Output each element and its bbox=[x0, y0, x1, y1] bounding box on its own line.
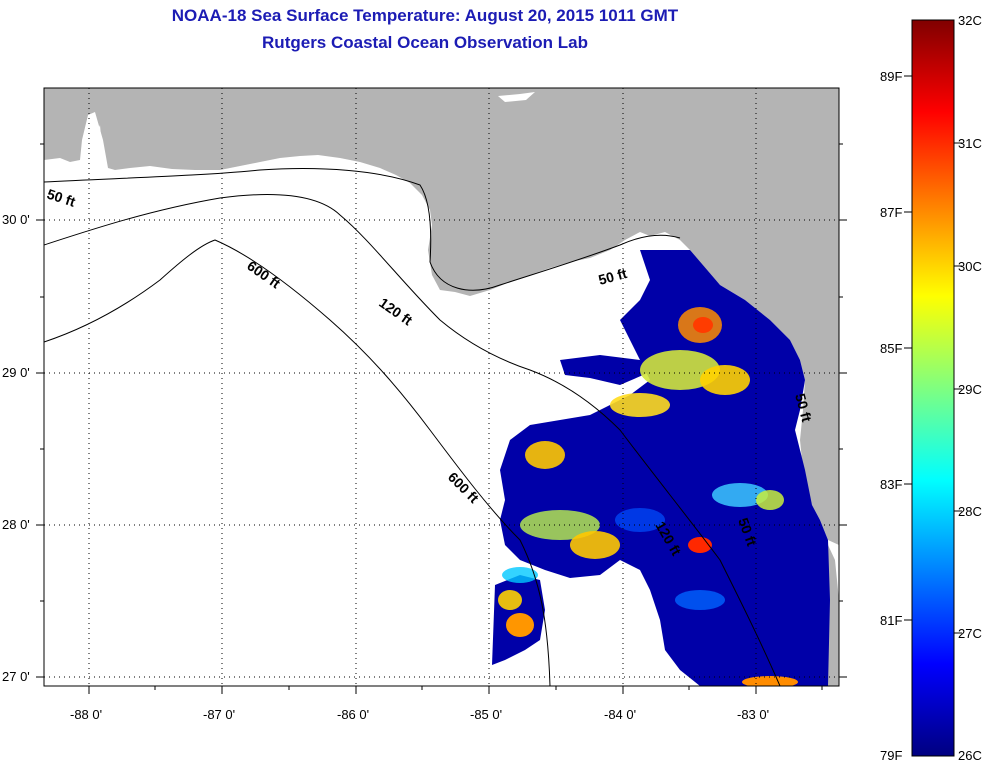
map-title: NOAA-18 Sea Surface Temperature: August … bbox=[171, 6, 679, 25]
temperature-colorbar bbox=[911, 19, 955, 757]
colorbar-label-79f: 79F bbox=[880, 748, 903, 763]
lat-label-27: 27 0' bbox=[2, 669, 30, 684]
axis-ticks bbox=[36, 143, 847, 694]
map-frame bbox=[43, 87, 840, 687]
contour-50ft bbox=[44, 168, 681, 291]
depth-contours bbox=[44, 168, 781, 686]
colorbar-ticks bbox=[904, 75, 962, 634]
contour-label-50ft-coast: 50 ft bbox=[792, 392, 815, 424]
colorbar-label-26c: 26C bbox=[958, 748, 982, 763]
colorbar-label-32c: 32C bbox=[958, 13, 982, 28]
lat-label-30: 30 0' bbox=[2, 212, 30, 227]
contour-600ft bbox=[44, 239, 551, 686]
lon-label-85: -85 0' bbox=[470, 707, 503, 722]
land-northern-gulf-coast bbox=[44, 88, 839, 545]
colorbar-label-30c: 30C bbox=[958, 259, 982, 274]
colorbar-label-83f: 83F bbox=[880, 477, 903, 492]
lat-label-28: 28 0' bbox=[2, 517, 30, 532]
colorbar-label-85f: 85F bbox=[880, 341, 903, 356]
contour-label-50ft-bigbend: 50 ft bbox=[597, 265, 629, 288]
lon-label-88: -88 0' bbox=[70, 707, 103, 722]
colorbar-label-81f: 81F bbox=[880, 613, 903, 628]
inland-lake bbox=[498, 92, 535, 102]
contour-120ft bbox=[44, 194, 781, 686]
lon-label-83: -83 0' bbox=[737, 707, 770, 722]
colorbar-label-89f: 89F bbox=[880, 69, 903, 84]
colorbar-label-29c: 29C bbox=[958, 382, 982, 397]
lon-label-84: -84 0' bbox=[604, 707, 637, 722]
lon-label-86: -86 0' bbox=[337, 707, 370, 722]
lat-label-29: 29 0' bbox=[2, 365, 30, 380]
colorbar-label-87f: 87F bbox=[880, 205, 903, 220]
mobile-bay bbox=[90, 125, 103, 165]
colorbar-label-28c: 28C bbox=[958, 504, 982, 519]
map-subtitle: Rutgers Coastal Ocean Observation Lab bbox=[262, 33, 588, 52]
colorbar-label-31c: 31C bbox=[958, 136, 982, 151]
colorbar-label-27c: 27C bbox=[958, 626, 982, 641]
lon-label-87: -87 0' bbox=[203, 707, 236, 722]
